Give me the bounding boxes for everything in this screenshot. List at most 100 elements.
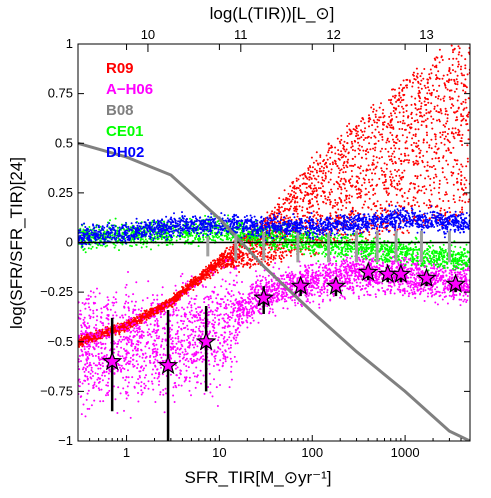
series-r09-point: [455, 57, 458, 60]
series-r09-point: [398, 87, 401, 90]
series-r09-point: [374, 167, 377, 169]
series-r09-point: [330, 151, 333, 154]
series-a-h06-point: [267, 274, 270, 277]
series-r09-point: [272, 256, 275, 259]
series-r09-point: [437, 111, 440, 114]
series-r09-point: [360, 129, 362, 132]
series-r09-point: [381, 230, 384, 233]
series-a-h06-point: [407, 285, 410, 288]
series-a-h06-point: [201, 360, 204, 363]
series-r09-point: [379, 207, 382, 210]
series-r09-point: [278, 255, 281, 257]
series-r09-point: [365, 157, 368, 160]
series-a-h06-point: [117, 350, 120, 353]
series-a-h06-point: [375, 295, 377, 298]
series-r09-point: [368, 231, 371, 234]
series-r09-point: [342, 147, 345, 150]
series-r09-point: [356, 175, 359, 178]
series-r09-point: [399, 120, 402, 123]
series-r09-point: [315, 217, 318, 220]
series-a-h06-point: [360, 263, 363, 266]
series-r09-point: [305, 186, 308, 189]
series-r09-point: [447, 128, 450, 130]
series-r09-point: [247, 239, 250, 242]
series-r09-point: [114, 328, 117, 331]
series-a-h06-point: [242, 314, 245, 317]
series-r09-point: [330, 168, 333, 171]
series-r09-point: [381, 207, 383, 210]
series-r09-point: [376, 183, 379, 186]
series-r09-point: [390, 158, 393, 161]
series-r09-point: [238, 255, 241, 258]
series-r09-point: [464, 119, 467, 122]
series-r09-point: [464, 186, 467, 189]
series-r09-point: [391, 134, 394, 137]
series-r09-point: [352, 213, 355, 216]
series-r09-point: [387, 150, 390, 153]
series-r09-point: [426, 98, 429, 100]
series-r09-point: [453, 111, 456, 114]
series-r09-point: [242, 265, 245, 268]
series-r09-point: [461, 165, 464, 168]
series-r09-point: [245, 263, 248, 265]
series-r09-point: [446, 132, 449, 135]
series-r09-point: [381, 147, 383, 150]
series-r09-point: [399, 101, 402, 104]
series-a-h06-point: [186, 280, 189, 283]
series-r09-point: [378, 157, 381, 160]
series-r09-point: [374, 136, 377, 139]
series-r09-point: [382, 181, 384, 184]
series-r09-point: [434, 135, 437, 138]
series-r09-point: [213, 262, 216, 265]
series-r09-point: [390, 200, 393, 203]
series-a-h06-point: [145, 364, 147, 367]
series-a-h06-point: [323, 288, 326, 291]
series-a-h06-point: [127, 307, 130, 310]
series-r09-point: [411, 117, 413, 120]
series-r09-point: [310, 182, 313, 185]
series-r09-point: [382, 108, 385, 111]
series-r09-point: [374, 116, 377, 118]
series-r09-point: [389, 101, 392, 104]
series-r09-point: [307, 167, 310, 170]
series-r09-point: [326, 198, 329, 201]
series-r09-point: [423, 114, 426, 117]
series-r09-point: [412, 182, 415, 185]
series-r09-point: [350, 164, 353, 167]
series-r09-point: [374, 113, 377, 116]
series-r09-point: [427, 206, 430, 209]
series-r09-point: [311, 198, 314, 200]
series-r09-point: [447, 147, 450, 150]
series-r09-point: [357, 141, 360, 144]
series-r09-point: [361, 206, 364, 209]
series-r09-point: [452, 172, 454, 175]
series-r09-point: [438, 120, 441, 123]
series-a-h06-point: [172, 308, 175, 311]
series-r09-point: [426, 141, 429, 144]
series-r09-point: [185, 288, 187, 291]
series-r09-point: [146, 314, 149, 317]
series-r09-point: [382, 227, 385, 229]
series-r09-point: [434, 168, 437, 171]
series-r09-point: [374, 172, 377, 175]
series-r09-point: [442, 155, 445, 158]
series-r09-point: [388, 192, 390, 195]
series-a-h06-point: [92, 362, 95, 365]
series-r09-point: [416, 160, 419, 163]
series-a-h06-point: [234, 342, 237, 345]
series-r09-point: [301, 253, 303, 256]
series-r09-point: [354, 149, 357, 152]
series-r09-point: [329, 214, 332, 217]
series-r09-point: [464, 64, 467, 67]
series-r09-point: [400, 162, 403, 165]
series-a-h06-point: [216, 405, 219, 407]
series-r09-point: [394, 187, 397, 190]
series-a-h06-point: [236, 309, 239, 312]
series-r09-point: [467, 200, 470, 203]
series-a-h06-point: [104, 305, 107, 308]
series-r09-point: [361, 130, 364, 133]
series-a-h06-point: [346, 256, 349, 259]
series-r09-point: [325, 175, 327, 178]
series-r09-point: [402, 98, 405, 101]
series-a-h06-point: [163, 347, 165, 350]
